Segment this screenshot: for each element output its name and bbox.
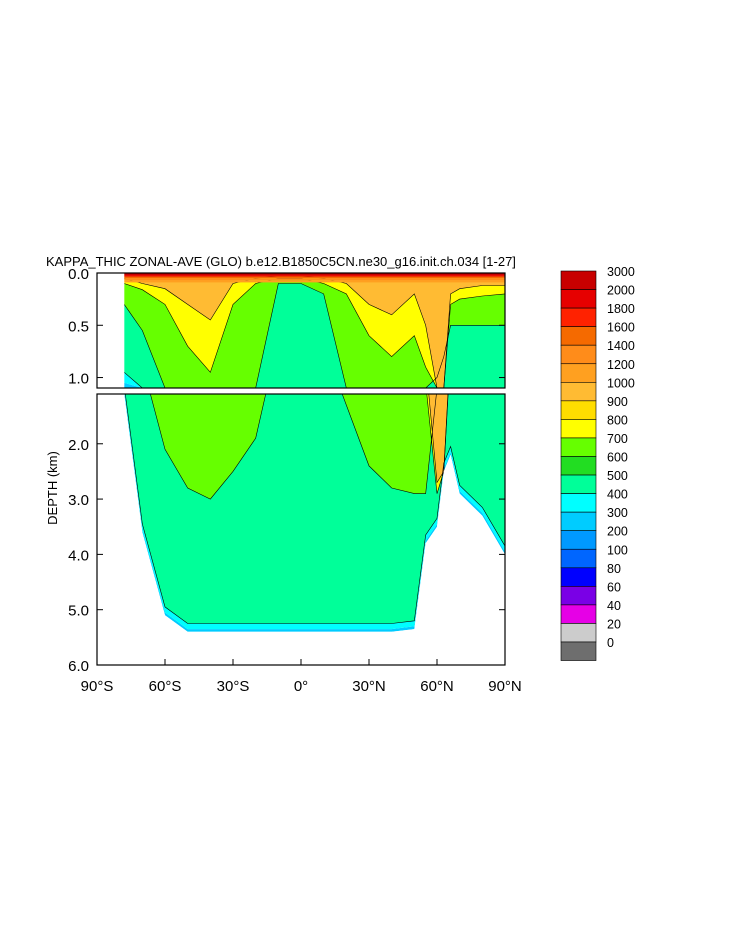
colorbar-swatch-60: [560, 586, 597, 606]
colorbar-swatch-800: [560, 419, 597, 439]
x-tick-label: 60°N: [420, 678, 454, 695]
upper-panel-frame: [96, 272, 506, 389]
x-axis: 90°S 60°S 30°S 0° 30°N 60°N 90°N: [81, 659, 522, 695]
colorbar-swatch-20: [560, 623, 597, 643]
band-900: [124, 273, 505, 388]
colorbar-swatch-700: [560, 437, 597, 457]
antarctic-land: [97, 273, 125, 388]
upper-y-axis: 0.0 0.5 1.0: [68, 266, 505, 388]
lower-y-axis: 2.0 3.0 4.0 5.0 6.0: [68, 437, 505, 675]
x-tick-label: 60°S: [149, 678, 182, 695]
band-800: [426, 394, 449, 494]
y-tick-label: 3.0: [68, 492, 89, 509]
colorbar-label: 1200: [607, 358, 635, 372]
band-500: [124, 283, 505, 388]
colorbar-label: 900: [607, 395, 628, 409]
colorbar-label: 200: [607, 525, 628, 539]
colorbar-swatch-600: [560, 456, 597, 476]
colorbar-swatch-400: [560, 493, 597, 513]
y-tick-label: 6.0: [68, 658, 89, 675]
colorbar-swatch-900: [560, 400, 597, 420]
surface-band-1200: [124, 280, 505, 283]
y-tick-label: 4.0: [68, 547, 89, 564]
colorbar-label: 300: [607, 506, 628, 520]
colorbar-label: 500: [607, 469, 628, 483]
colorbar-label: 700: [607, 432, 628, 446]
colorbar-label: 60: [607, 580, 621, 594]
colorbar-swatch-0: [560, 641, 597, 661]
lower-panel-field: [97, 394, 505, 665]
y-tick-label: 0.5: [68, 318, 89, 335]
surface-band-2000: [124, 275, 505, 277]
contour-line: [124, 394, 505, 624]
colorbar-swatch-3000: [560, 270, 597, 290]
x-tick-label: 90°N: [488, 678, 522, 695]
colorbar-label: 600: [607, 451, 628, 465]
colorbar-swatch-1600: [560, 326, 597, 346]
colorbar-label: 2000: [607, 284, 635, 298]
x-tick-label: 30°N: [352, 678, 386, 695]
land-mask: [97, 394, 505, 665]
colorbar-label: 3000: [607, 265, 635, 279]
colorbar-swatch-1200: [560, 363, 597, 383]
colorbar-label: 1400: [607, 339, 635, 353]
y-axis-label: DEPTH (km): [45, 451, 60, 525]
contour-line: [124, 277, 505, 388]
surface-band-3000: [124, 273, 505, 276]
contour-line: [123, 283, 505, 388]
band-700: [150, 394, 449, 500]
colorbar-label: 1600: [607, 321, 635, 335]
colorbar-swatch-300: [560, 511, 597, 532]
band-800: [124, 276, 505, 388]
x-tick-label: 90°S: [81, 678, 114, 695]
colorbar-swatch-1800: [560, 307, 597, 327]
upper-panel-field: [97, 273, 505, 388]
colorbar-label: 800: [607, 413, 628, 427]
y-tick-label: 2.0: [68, 437, 89, 454]
colorbar-swatch-80: [560, 567, 597, 587]
colorbar-legend: 3000200018001600140012001000900800700600…: [560, 265, 635, 661]
chart-title: KAPPA_THIC ZONAL-AVE (GLO) b.e12.B1850C5…: [46, 254, 516, 269]
x-tick-label: 0°: [294, 678, 308, 695]
colorbar-swatch-1000: [560, 381, 597, 402]
colorbar-label: 400: [607, 488, 628, 502]
colorbar-swatch-2000: [560, 289, 597, 309]
surface-band-1400: [124, 278, 505, 281]
band-700: [124, 278, 505, 388]
y-tick-label: 1.0: [68, 371, 89, 388]
band-500: [125, 394, 505, 624]
colorbar-swatch-500: [560, 474, 597, 494]
colorbar-label: 1000: [607, 376, 635, 390]
surface-band-1600: [124, 276, 505, 279]
colorbar-label: 80: [607, 562, 621, 576]
colorbar-swatch-1400: [560, 344, 597, 365]
contour-line: [124, 275, 505, 388]
y-tick-label: 0.0: [68, 266, 89, 283]
colorbar-swatch-40: [560, 604, 597, 624]
colorbar-label: 20: [607, 617, 621, 631]
x-tick-label: 30°S: [217, 678, 250, 695]
colorbar-label: 40: [607, 599, 621, 613]
y-tick-label: 5.0: [68, 603, 89, 620]
colorbar-label: 0: [607, 636, 614, 650]
colorbar-label: 100: [607, 543, 628, 557]
colorbar-swatch-100: [560, 548, 597, 569]
contour-line: [150, 394, 437, 500]
colorbar-swatch-200: [560, 530, 597, 550]
colorbar-label: 1800: [607, 302, 635, 316]
